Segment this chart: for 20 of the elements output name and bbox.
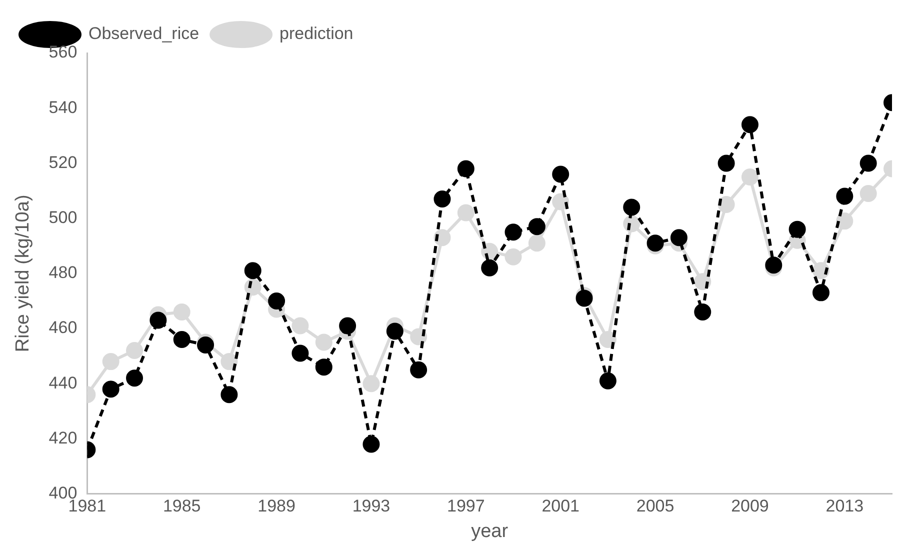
y-tick-label: 500 xyxy=(48,208,78,227)
x-tick-label: 2001 xyxy=(542,496,580,516)
y-tick-label: 540 xyxy=(48,98,78,117)
y-tick-label: 560 xyxy=(48,42,78,62)
y-tick-label: 480 xyxy=(48,263,78,282)
legend-label: Observed_rice xyxy=(88,24,200,44)
x-tick-label: 1985 xyxy=(162,496,201,516)
x-tick-label: 2013 xyxy=(826,496,864,516)
y-tick-label: 420 xyxy=(48,428,78,448)
y-tick-label: 520 xyxy=(48,152,78,172)
y-tick-label: 460 xyxy=(48,318,78,338)
x-tick-label: 1989 xyxy=(258,496,296,516)
x-tick-label: 1997 xyxy=(446,496,485,516)
x-tick-label: 2009 xyxy=(731,496,769,516)
y-tick-label: 440 xyxy=(48,373,78,392)
x-tick-label: 1993 xyxy=(352,496,390,516)
x-tick-label: 2005 xyxy=(636,496,674,516)
y-axis-title: Rice yield (kg/10a) xyxy=(12,194,34,352)
x-axis-title: year xyxy=(471,520,509,542)
legend-label: prediction xyxy=(280,24,354,44)
